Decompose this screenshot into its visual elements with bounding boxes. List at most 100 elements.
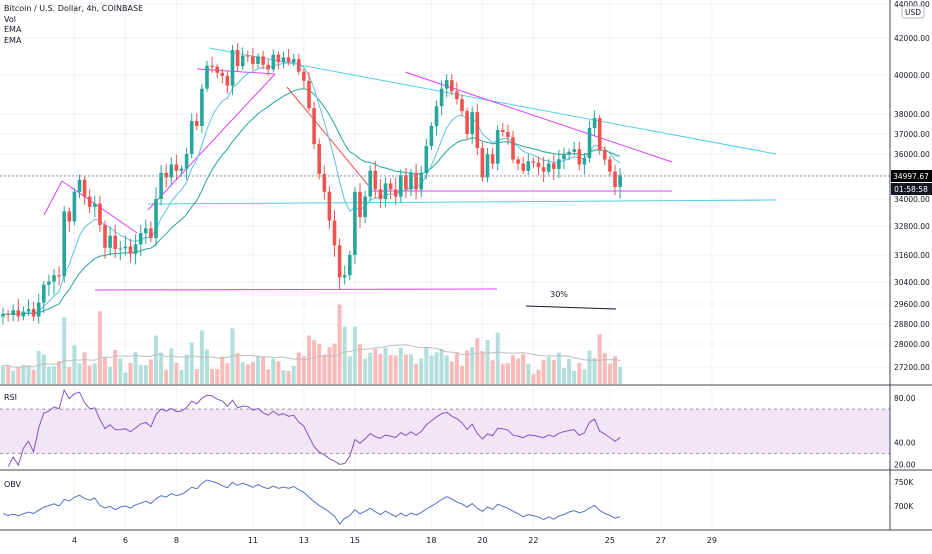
candle-body [1, 314, 5, 317]
candle [36, 293, 41, 324]
candle [118, 240, 123, 261]
candle [450, 74, 454, 95]
trendline [286, 86, 369, 186]
candle [281, 51, 286, 69]
volume-bar [419, 358, 424, 384]
volume-bar [296, 352, 301, 384]
candle-body [450, 80, 454, 92]
volume-bar [597, 334, 602, 384]
rsi-band [0, 409, 890, 454]
candle-body [393, 189, 398, 197]
candle [342, 265, 347, 285]
volume-bar [505, 363, 510, 384]
volume-bar [373, 348, 378, 384]
candle-body [495, 130, 500, 164]
rsi-tick-label: 40.00 [894, 438, 916, 447]
price-tag-box [891, 170, 932, 182]
obv-label[interactable]: OBV [4, 480, 22, 489]
volume-bar [184, 354, 189, 384]
candle [327, 186, 332, 230]
volume-bar [327, 347, 332, 384]
volume-bar [169, 348, 174, 384]
obv-line [2, 479, 621, 525]
candle [297, 53, 301, 75]
volume-bar [577, 362, 582, 384]
y-tick-label: 28000.00 [894, 340, 930, 349]
candle [98, 195, 102, 232]
candle-body [230, 50, 235, 86]
y-tick-label: 28800.00 [894, 320, 930, 329]
candle [138, 225, 143, 257]
candle [189, 113, 194, 159]
candle-body [327, 191, 332, 221]
candle [495, 125, 500, 171]
candle [511, 130, 515, 164]
candle [276, 51, 281, 70]
candle-body [592, 118, 597, 128]
candle-body [72, 191, 77, 222]
symbol-title[interactable]: Bitcoin / U.S. Dollar, 4h, COINBASE [4, 4, 144, 13]
volume-bar [230, 328, 235, 384]
volume-bar [103, 356, 107, 384]
volume-bar [556, 352, 561, 384]
volume-bar [613, 356, 617, 384]
candle [373, 160, 378, 199]
candle [93, 195, 97, 218]
volume-bar [179, 370, 184, 384]
candle [133, 234, 138, 265]
volume-bar [536, 369, 541, 384]
legend-vol[interactable]: Vol [4, 14, 16, 24]
candle [541, 157, 546, 183]
volume-bar [388, 355, 393, 384]
volume-bar [67, 367, 72, 384]
y-tick-label: 38000.00 [894, 110, 930, 119]
candle [337, 238, 342, 290]
candle-body [164, 172, 168, 178]
candle [62, 205, 66, 283]
price-tag: 34997.67 [893, 172, 929, 181]
volume-bar [444, 355, 449, 384]
candle-body [337, 245, 342, 278]
candle [322, 165, 327, 200]
candle [307, 72, 311, 112]
volume-bar [378, 353, 383, 384]
candle-body [93, 203, 97, 207]
candle [444, 74, 449, 98]
volume-bar [439, 348, 444, 384]
volume-bar [16, 367, 21, 384]
candle [31, 301, 36, 322]
candle-body [597, 118, 602, 150]
volume-bar [460, 365, 464, 384]
candle-body [235, 50, 240, 67]
legend-ema-2[interactable]: EMA [4, 35, 22, 45]
x-tick-label: 20 [477, 536, 487, 545]
volume-bar [21, 364, 26, 384]
obv-tick-label: 750K [894, 478, 914, 487]
legend-ema-1[interactable]: EMA [4, 25, 22, 34]
candle-body [261, 56, 265, 65]
volume-bar [414, 363, 419, 384]
candle-body [455, 91, 459, 100]
candle [220, 68, 225, 84]
candle [179, 165, 184, 177]
candle-body [174, 164, 179, 171]
volume-bar [261, 356, 266, 384]
candle [409, 168, 413, 197]
volume-bar [1, 365, 5, 384]
candle-body [552, 163, 556, 169]
candle-body [82, 179, 87, 197]
annotation-30-percent: 30% [550, 290, 568, 299]
volume-bar [567, 358, 572, 384]
volume-bar [72, 345, 77, 384]
volume-bar [485, 340, 490, 384]
candle [358, 183, 362, 229]
volume-bar [551, 359, 556, 384]
candle-body [62, 211, 66, 277]
candle [485, 147, 490, 183]
rsi-label[interactable]: RSI [4, 393, 17, 402]
candle [613, 164, 617, 196]
candle-body [536, 162, 541, 168]
candle [159, 164, 163, 206]
candle-body [317, 144, 321, 174]
